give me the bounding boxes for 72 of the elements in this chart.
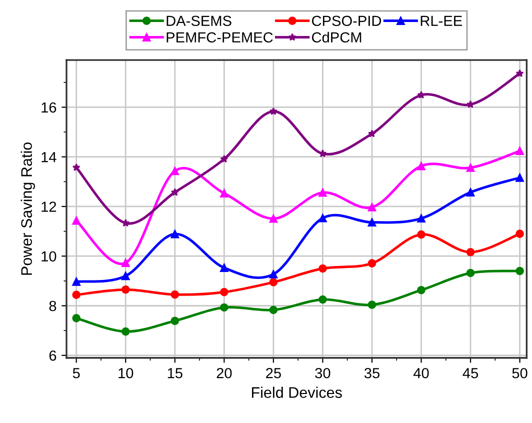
x-tick-label: 50 bbox=[512, 368, 528, 378]
point bbox=[72, 163, 80, 172]
y-tick-label: 6 bbox=[49, 350, 56, 361]
point bbox=[269, 270, 278, 278]
point bbox=[220, 303, 228, 312]
point bbox=[170, 316, 180, 326]
point bbox=[318, 214, 327, 222]
legend-label: DA-SEMS bbox=[166, 16, 232, 26]
point bbox=[368, 203, 376, 212]
point bbox=[122, 218, 130, 227]
point bbox=[516, 174, 524, 182]
x-tick-label: 10 bbox=[118, 368, 134, 378]
point bbox=[220, 154, 228, 163]
point bbox=[72, 314, 81, 322]
point bbox=[269, 306, 278, 314]
point bbox=[466, 268, 475, 278]
point bbox=[220, 264, 228, 272]
point bbox=[220, 288, 228, 296]
x-tick-label: 30 bbox=[315, 368, 330, 378]
point bbox=[466, 188, 475, 196]
point bbox=[72, 290, 81, 299]
x-tick-label: 35 bbox=[364, 368, 380, 378]
point bbox=[121, 327, 130, 336]
point bbox=[368, 218, 376, 227]
point bbox=[318, 188, 327, 197]
x-tick-label: 15 bbox=[168, 368, 182, 378]
point bbox=[417, 162, 426, 170]
legend-label: RL-EE bbox=[420, 16, 462, 26]
legend-label: CPSO-PID bbox=[312, 16, 382, 26]
y-tick-label: 16 bbox=[42, 102, 56, 113]
point bbox=[220, 189, 228, 198]
y-axis-title: Power Saving Ratio bbox=[20, 142, 36, 275]
point bbox=[170, 188, 179, 196]
point bbox=[466, 164, 475, 172]
point bbox=[516, 230, 524, 238]
point bbox=[417, 286, 426, 294]
point bbox=[417, 214, 426, 223]
point bbox=[121, 272, 130, 280]
legend-label: CdPCM bbox=[312, 32, 362, 43]
point bbox=[368, 300, 376, 309]
y-tick-label: 8 bbox=[49, 300, 56, 312]
point bbox=[121, 285, 130, 294]
point bbox=[417, 90, 426, 99]
point bbox=[516, 146, 524, 156]
x-axis-title: Field Devices bbox=[252, 386, 342, 398]
point bbox=[318, 264, 327, 273]
point bbox=[466, 248, 475, 256]
x-tick-label: 40 bbox=[413, 368, 429, 378]
point bbox=[368, 130, 376, 138]
point bbox=[269, 278, 278, 286]
point bbox=[170, 290, 180, 299]
point bbox=[170, 166, 180, 176]
point bbox=[516, 69, 524, 77]
point bbox=[72, 278, 81, 286]
point bbox=[170, 230, 180, 238]
x-tick-label: 5 bbox=[72, 368, 80, 378]
y-tick-label: 10 bbox=[42, 251, 56, 262]
point bbox=[318, 149, 327, 158]
point bbox=[516, 266, 524, 276]
x-tick-label: 25 bbox=[266, 368, 281, 378]
point bbox=[368, 259, 376, 268]
point bbox=[417, 230, 426, 239]
x-tick-label: 20 bbox=[216, 368, 232, 378]
point bbox=[72, 216, 81, 225]
point bbox=[121, 258, 130, 267]
x-tick-label: 45 bbox=[462, 368, 478, 378]
legend-label: PEMFC-PEMEC bbox=[166, 32, 273, 43]
y-tick-label: 14 bbox=[42, 152, 56, 162]
point bbox=[318, 295, 327, 304]
point bbox=[269, 214, 278, 223]
point bbox=[269, 107, 278, 115]
y-tick-label: 12 bbox=[42, 202, 56, 212]
